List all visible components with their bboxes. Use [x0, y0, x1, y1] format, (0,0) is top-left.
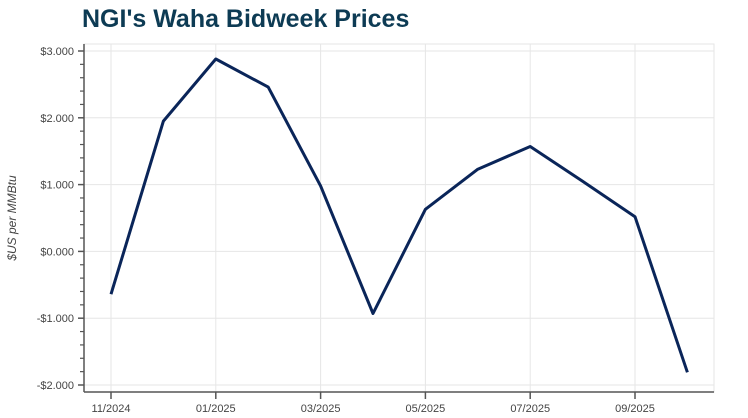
y-tick-label: $2.000 [40, 113, 74, 125]
data-series [109, 57, 689, 373]
x-tick-label: 01/2025 [196, 403, 236, 415]
x-tick-label: 05/2025 [406, 403, 446, 415]
x-tick-label: 11/2024 [92, 403, 131, 415]
x-tick-label: 03/2025 [301, 403, 341, 415]
y-tick-label: $0.000 [40, 246, 74, 258]
axes: $3.000 $2.000 $1.000 $0.000 -$1.000 -$2.000 11… [37, 44, 714, 415]
plot-frame [83, 43, 715, 393]
x-tick-label: 09/2025 [615, 403, 655, 415]
x-tick-label: 07/2025 [510, 403, 550, 415]
gridlines [83, 43, 715, 393]
y-tick-label: $3.000 [40, 46, 74, 58]
y-axis-label: $US per MMBtu [5, 175, 19, 262]
chart-title: NGI's Waha Bidweek Prices [82, 5, 410, 33]
price-line [109, 57, 689, 373]
y-tick-label: -$1.000 [37, 313, 74, 325]
y-tick-label: $1.000 [40, 180, 74, 192]
y-tick-label: -$2.000 [37, 380, 74, 392]
